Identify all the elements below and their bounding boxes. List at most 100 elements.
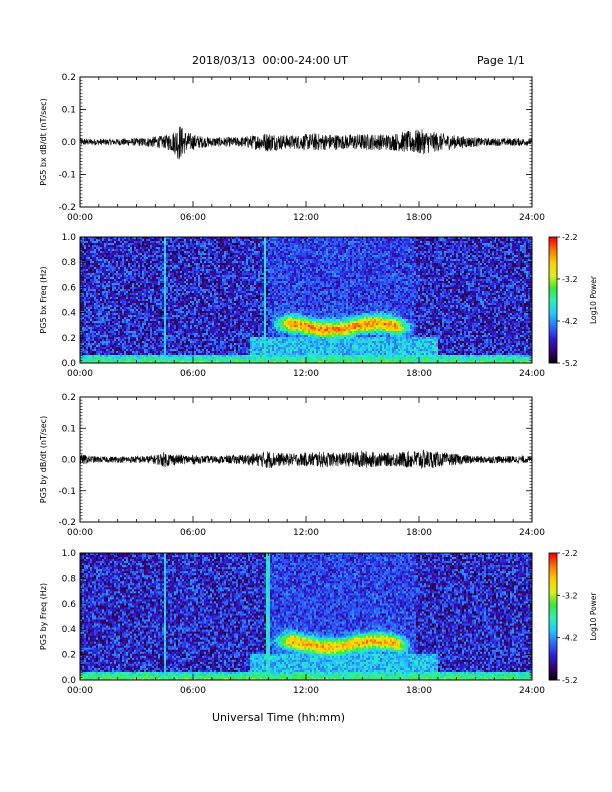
spectrogram-cell: [150, 323, 152, 325]
spectrogram-cell: [102, 321, 104, 323]
spectrogram-cell: [170, 251, 172, 253]
spectrogram-cell: [102, 269, 104, 271]
spectrogram-cell: [186, 345, 188, 347]
spectrogram-cell: [124, 327, 126, 329]
spectrogram-cell: [122, 303, 124, 305]
spectrogram-cell: [164, 329, 166, 331]
spectrogram-cell: [118, 307, 120, 309]
spectrogram-cell: [144, 317, 146, 319]
spectrogram-cell: [86, 299, 88, 301]
spectrogram-cell: [214, 305, 216, 307]
spectrogram-cell: [114, 315, 116, 317]
spectrogram-cell: [184, 347, 186, 349]
spectrogram-cell: [150, 279, 152, 281]
spectrogram-cell: [230, 241, 232, 243]
spectrogram-cell: [132, 303, 134, 305]
spectrogram-cell: [102, 281, 104, 283]
spectrogram-cell: [204, 331, 206, 333]
spectrogram-cell: [160, 253, 162, 255]
spectrogram-cell: [216, 269, 218, 271]
spectrogram-cell: [186, 269, 188, 271]
spectrogram-cell: [186, 339, 188, 341]
spectrogram-cell: [94, 351, 96, 353]
spectrogram-cell: [204, 297, 206, 299]
spectrogram-cell: [194, 285, 196, 287]
spectrogram-cell: [90, 281, 92, 283]
spectrogram-cell: [84, 313, 86, 315]
spectrogram-cell: [184, 283, 186, 285]
spectrogram-cell: [138, 283, 140, 285]
spectrogram-cell: [214, 349, 216, 351]
spectrogram-cell: [186, 297, 188, 299]
spectrogram-cell: [178, 357, 180, 359]
spectrogram-cell: [216, 305, 218, 307]
spectrogram-cell: [178, 317, 180, 319]
spectrogram-cell: [118, 305, 120, 307]
spectrogram-cell: [106, 317, 108, 319]
spectrogram-cell: [118, 269, 120, 271]
spectrogram-cell: [130, 293, 132, 295]
spectrogram-cell: [138, 297, 140, 299]
spectrogram-cell: [160, 277, 162, 279]
spectrogram-cell: [184, 355, 186, 357]
spectrogram-cell: [116, 311, 118, 313]
spectrogram-cell: [228, 359, 230, 361]
spectrogram-cell: [92, 263, 94, 265]
spectrogram-cell: [94, 347, 96, 349]
spectrogram-cell: [222, 253, 224, 255]
spectrogram-cell: [184, 331, 186, 333]
spectrogram-cell: [214, 257, 216, 259]
spectrogram-cell: [214, 239, 216, 241]
spectrogram-cell: [230, 347, 232, 349]
spectrogram-cell: [156, 321, 158, 323]
spectrogram-cell: [108, 261, 110, 263]
spectrogram-cell: [134, 255, 136, 257]
spectrogram-cell: [178, 297, 180, 299]
spectrogram-cell: [192, 333, 194, 335]
spectrogram-cell: [190, 309, 192, 311]
spectrogram-cell: [88, 239, 90, 241]
spectrogram-cell: [218, 269, 220, 271]
spectrogram-cell: [160, 317, 162, 319]
spectrogram-cell: [92, 339, 94, 341]
spectrogram-cell: [154, 297, 156, 299]
spectrogram-cell: [148, 241, 150, 243]
spectrogram-cell: [138, 331, 140, 333]
spectrogram-cell: [224, 269, 226, 271]
spectrogram-cell: [114, 359, 116, 361]
spectrogram-cell: [182, 299, 184, 301]
spectrogram-cell: [222, 335, 224, 337]
spectrogram-cell: [224, 329, 226, 331]
spectrogram-cell: [204, 265, 206, 267]
spectrogram-cell: [168, 349, 170, 351]
spectrogram-cell: [136, 261, 138, 263]
spectrogram-cell: [118, 345, 120, 347]
spectrogram-cell: [88, 265, 90, 267]
spectrogram-cell: [222, 259, 224, 261]
spectrogram-cell: [158, 253, 160, 255]
spectrogram-cell: [84, 339, 86, 341]
spectrogram-cell: [168, 299, 170, 301]
spectrogram-cell: [104, 259, 106, 261]
spectrogram-cell: [120, 253, 122, 255]
spectrogram-cell: [172, 327, 174, 329]
spectrogram-cell: [108, 289, 110, 291]
spectrogram-cell: [148, 243, 150, 245]
spectrogram-cell: [146, 347, 148, 349]
spectrogram-cell: [104, 353, 106, 355]
spectrogram-cell: [86, 243, 88, 245]
spectrogram-cell: [202, 289, 204, 291]
spectrogram-cell: [94, 317, 96, 319]
spectrogram-cell: [178, 267, 180, 269]
spectrogram-cell: [134, 293, 136, 295]
spectrogram-cell: [128, 359, 130, 361]
spectrogram-cell: [222, 317, 224, 319]
spectrogram-cell: [220, 283, 222, 285]
spectrogram-cell: [100, 309, 102, 311]
spectrogram-cell: [222, 293, 224, 295]
spectrogram-cell: [176, 339, 178, 341]
spectrogram-cell: [214, 283, 216, 285]
spectrogram-cell: [86, 275, 88, 277]
spectrogram-cell: [180, 331, 182, 333]
spectrogram-cell: [186, 281, 188, 283]
